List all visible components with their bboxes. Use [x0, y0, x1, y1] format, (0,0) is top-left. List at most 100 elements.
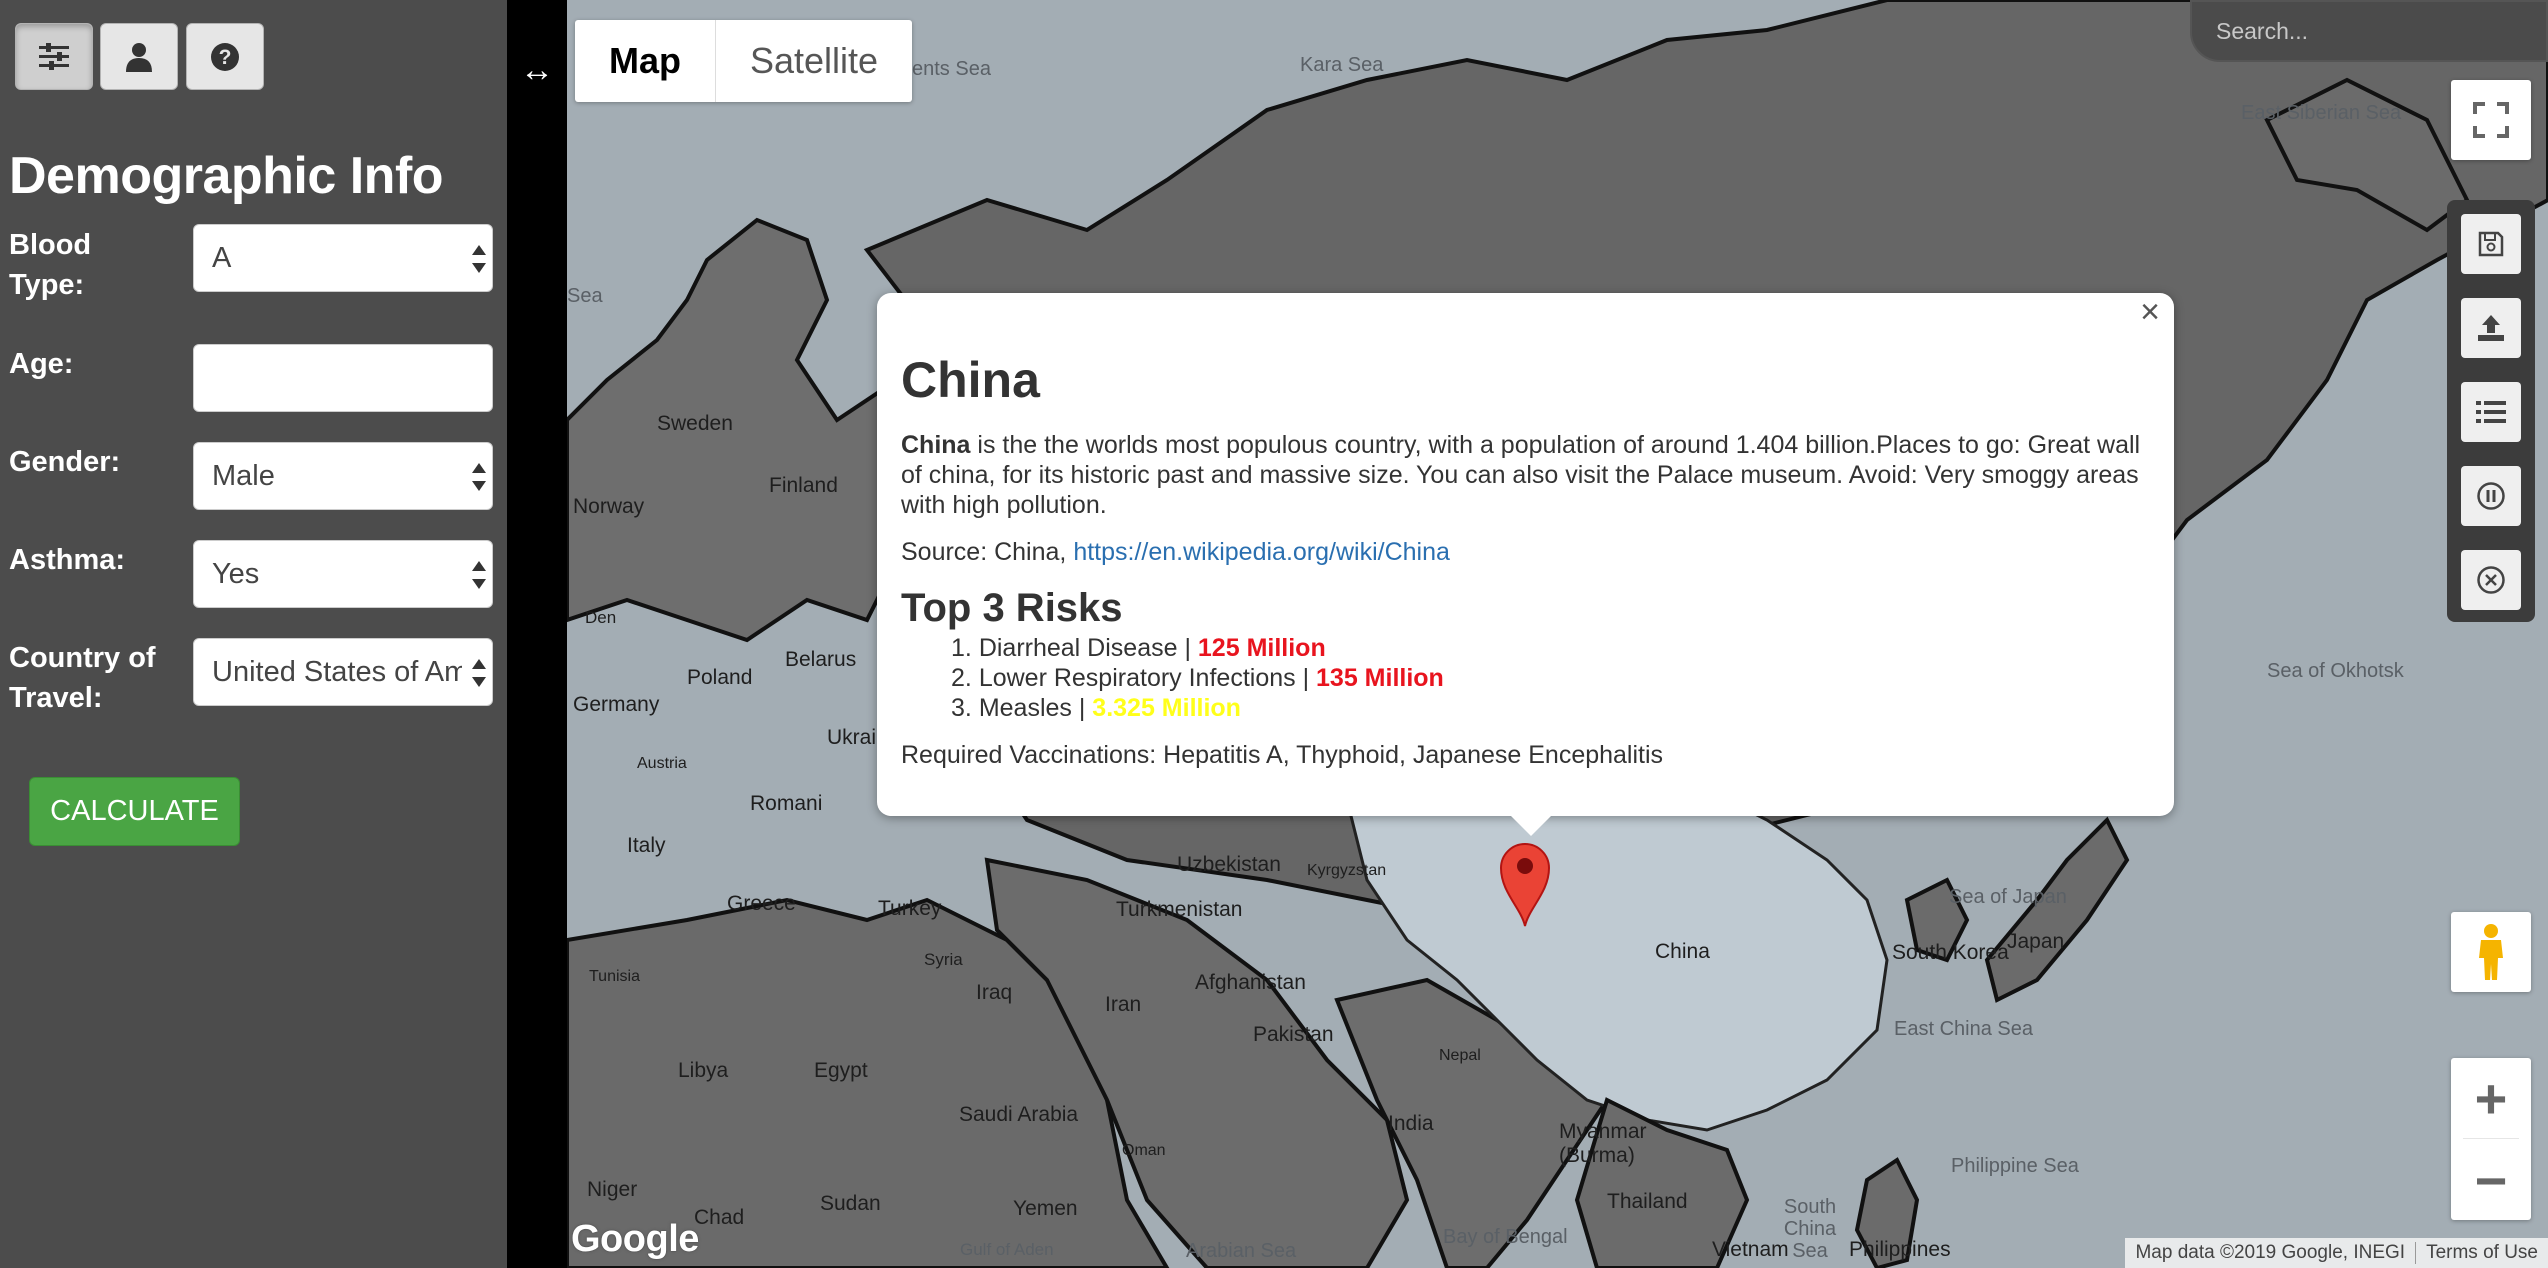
- age-input[interactable]: [193, 344, 493, 412]
- map-label: Romani: [750, 792, 823, 815]
- select-arrows-icon: [472, 243, 486, 275]
- map-label: Pakistan: [1253, 1023, 1334, 1046]
- map-label: India: [1388, 1112, 1434, 1135]
- upload-button[interactable]: [2461, 298, 2521, 358]
- map-label: Turkmenistan: [1116, 898, 1243, 921]
- list-button[interactable]: [2461, 382, 2521, 442]
- map-marker-icon[interactable]: [1497, 838, 1553, 928]
- gender-select[interactable]: Male: [193, 442, 493, 510]
- info-title: China: [901, 352, 1040, 408]
- calculate-button[interactable]: CALCULATE: [29, 777, 240, 846]
- map-label: Afghanistan: [1195, 971, 1306, 994]
- country-of-travel-label: Country of Travel:: [9, 642, 156, 714]
- map-label: East China Sea: [1894, 1018, 2033, 1040]
- blood-type-label: Blood Type:: [9, 229, 92, 301]
- map-data-credit: Map data ©2019 Google, INEGI: [2135, 1242, 2406, 1263]
- save-icon: [2478, 231, 2504, 257]
- upload-icon: [2478, 315, 2504, 341]
- map-label: Italy: [627, 834, 666, 857]
- gender-label: Gender:: [9, 446, 121, 478]
- sidebar-title: Demographic Info: [9, 147, 444, 205]
- info-source-prefix: Source: China,: [901, 538, 1074, 566]
- select-arrows-icon: [472, 461, 486, 493]
- map-label: Belarus: [785, 648, 857, 671]
- map-type-map-button[interactable]: Map: [575, 20, 716, 102]
- map-label: Sea of Okhotsk: [2267, 660, 2404, 682]
- fullscreen-button[interactable]: [2451, 80, 2531, 160]
- info-description: China is the the worlds most populous co…: [901, 430, 2141, 520]
- help-icon: ?: [211, 42, 239, 71]
- map-label: ents Sea: [912, 58, 991, 80]
- required-vaccinations: Required Vaccinations: Hepatitis A, Thyp…: [901, 741, 1664, 769]
- risk-value: 135 Million: [1316, 664, 1444, 692]
- map-label: Chad: [694, 1206, 745, 1229]
- map-label: Sudan: [820, 1192, 881, 1215]
- asthma-label: Asthma:: [9, 544, 126, 576]
- map-label: Philippine Sea: [1951, 1155, 2079, 1177]
- risks-list: 1. Diarrheal Disease | 125 Million 2. Lo…: [951, 633, 1444, 723]
- zoom-control: + −: [2451, 1058, 2531, 1220]
- map-label: Poland: [687, 666, 753, 689]
- fullscreen-icon: [2473, 102, 2509, 138]
- map-label: Bay of Bengal: [1443, 1226, 1568, 1248]
- source-link[interactable]: https://en.wikipedia.org/wiki/China: [1073, 538, 1450, 566]
- blood-type-select[interactable]: A: [193, 224, 493, 292]
- gender-value: Male: [212, 459, 275, 492]
- risk-name: Lower Respiratory Infections |: [978, 664, 1317, 692]
- map-label: Uzbekistan: [1177, 853, 1281, 876]
- map-label: Iraq: [976, 981, 1013, 1004]
- select-arrows-icon: [472, 657, 486, 689]
- asthma-value: Yes: [212, 557, 260, 590]
- map-label: Austria: [637, 755, 687, 772]
- risk-value: 3.325 Million: [1092, 694, 1241, 722]
- zoom-out-button[interactable]: −: [2474, 1148, 2508, 1212]
- map-label: Philippines: [1849, 1238, 1951, 1261]
- age-label: Age:: [9, 348, 74, 380]
- map-label: Finland: [769, 474, 838, 497]
- street-view-button[interactable]: [2451, 912, 2531, 992]
- map-attribution: Map data ©2019 Google, INEGI Terms of Us…: [2125, 1238, 2548, 1268]
- map-type-satellite-button[interactable]: Satellite: [750, 40, 879, 81]
- risk-name: Measles |: [978, 694, 1093, 722]
- clear-button[interactable]: [2461, 550, 2521, 610]
- zoom-in-button[interactable]: +: [2474, 1066, 2508, 1130]
- map-label: Thailand: [1607, 1190, 1688, 1213]
- map-label: Turkey: [878, 897, 942, 920]
- zoom-divider: [2463, 1138, 2519, 1139]
- terms-of-use-link[interactable]: Terms of Use: [2415, 1242, 2548, 1264]
- resize-arrows-icon: ↔: [520, 51, 554, 89]
- svg-text:?: ?: [219, 46, 232, 69]
- map-label: Oman: [1122, 1142, 1166, 1159]
- map-label: Norway: [573, 495, 645, 518]
- select-arrows-icon: [472, 559, 486, 591]
- profile-button[interactable]: [100, 23, 178, 90]
- map-label: Yemen: [1013, 1197, 1078, 1220]
- country-of-travel-value: United States of America: [212, 655, 462, 688]
- close-icon[interactable]: ×: [2140, 293, 2160, 331]
- map-label: Japan: [2007, 930, 2065, 953]
- save-button[interactable]: [2461, 214, 2521, 274]
- country-of-travel-select[interactable]: United States of America: [193, 638, 493, 706]
- sidebar-resize-handle[interactable]: ↔: [507, 0, 567, 1268]
- search-input[interactable]: [2192, 2, 2546, 60]
- user-icon: [126, 42, 152, 72]
- info-description-country: China: [901, 431, 971, 459]
- settings-button[interactable]: [15, 23, 93, 90]
- google-logo: Google: [571, 1218, 699, 1260]
- map-label: Greece: [727, 892, 796, 915]
- map-label: Saudi Arabia: [959, 1103, 1079, 1126]
- map-label: Iran: [1105, 993, 1142, 1016]
- asthma-select[interactable]: Yes: [193, 540, 493, 608]
- map-label: China: [1655, 940, 1710, 963]
- map-label: Ukrai: [827, 726, 877, 749]
- pause-button[interactable]: [2461, 466, 2521, 526]
- list-item: 1. Diarrheal Disease | 125 Million: [951, 633, 1444, 663]
- map-label: Egypt: [814, 1059, 868, 1082]
- list-icon: [2476, 401, 2506, 423]
- map-label: East Siberian Sea: [2241, 102, 2402, 124]
- list-item: 3. Measles | 3.325 Million: [951, 693, 1444, 723]
- info-description-text: is the the worlds most populous country,…: [901, 431, 2141, 519]
- map-label: Sweden: [657, 412, 733, 435]
- help-button[interactable]: ?: [186, 23, 264, 90]
- map-label: Nepal: [1439, 1047, 1481, 1064]
